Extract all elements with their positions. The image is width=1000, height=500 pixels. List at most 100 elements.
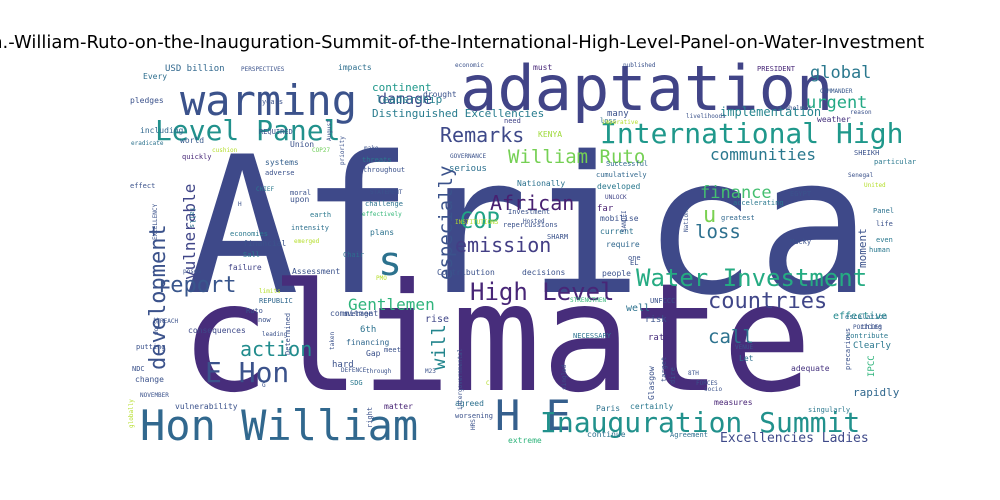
word-venue-149: VENUE [735,344,753,351]
word-statement-138: STATEMENT [370,189,403,196]
word-must-45: must [533,63,552,72]
word-ndc-162: NDC [132,365,145,373]
word-socio-189: socio [704,386,722,393]
word-earth-96: earth [310,211,331,219]
word-action-17: action [240,337,312,361]
word-rise-81: rise [425,314,449,325]
word-decisions-86: decisions [522,268,566,277]
word-development-15: development [146,224,171,370]
word-adaptation-2: adaptation [460,52,833,125]
word-hard-78: hard [332,360,354,370]
word-effect-100: effect [130,182,155,190]
word-economies-92: economies [230,230,268,238]
word-upon-97: upon [290,195,309,204]
word-emission-18: emission [455,233,551,257]
word-eradicate-133: eradicate [131,140,164,147]
word-adequate-66: adequate [791,364,830,373]
word-macky-125: Macky [790,238,811,246]
word-remarks-20: Remarks [440,123,524,147]
word-unlock-106: UNLOCK [605,194,627,201]
word-people-87: people [602,269,631,278]
word-moment-39: moment [856,228,869,268]
word-sall-90: Sall [243,251,260,259]
word-will-24: will [428,324,450,370]
word-president-107: PRESIDENT [757,65,796,73]
word-8th-150: 8TH [688,370,699,377]
word-contribution-85: Contribution [437,268,495,277]
word-forces-151: FORCES [696,380,718,387]
word-e-hon-7: E Hon [205,356,289,389]
word-policies-117: POLICIES [853,324,882,331]
figure-title-text: H.E.-Hon.-William-Ruto-on-the-Inaugurati… [0,32,925,53]
word-emerged-167: emerged [294,238,320,245]
word-livelihoods-129: livelihoods [686,113,726,120]
word-require-61: require [606,240,640,249]
word-assessment-88: Assessment [292,267,340,276]
word-well-62: well [626,303,650,314]
word-african-19: African [490,191,574,215]
word-current-60: current [600,227,634,236]
word-throughout-175: throughout [363,166,405,174]
word-usd-billion-43: USD billion [165,64,225,74]
word-glasgow-119: Glasgow [647,366,656,400]
word-damage-32: damage [378,90,432,108]
word-sdg-77: SDG [350,379,363,387]
word-including-49: including [140,126,184,135]
word-plans-94: plans [370,228,394,237]
figure-title: H.E.-Hon.-William-Ruto-on-the-Inaugurati… [0,32,1000,60]
word-clearly-41: Clearly [853,341,892,351]
word-greatest-122: greatest [721,214,755,222]
word-investment-141: Investment [508,208,550,216]
word-agreed-72: agreed [455,399,484,408]
word-leading-159: leading [262,331,288,338]
word-agreement-69: Agreement [670,431,708,439]
word-implementation-35: implementation [720,105,821,119]
word-drought-55: drought [423,90,457,99]
word-panel-109: Panel [873,207,894,215]
word-level-panel-8: Level Panel [155,114,340,147]
word-many-51: many [607,109,629,119]
word-november-163: NOVEMBER [140,392,169,399]
word-years-182: years [262,98,283,106]
word-limits-165: limits [259,288,281,295]
word-even-111: even [876,236,893,244]
word-hosted-180: Hosted [523,218,545,225]
word-taken-176: taken [329,332,336,350]
word-commander-108: COMMANDER [820,88,853,95]
word-gentlemen-30: Gentlemen [348,295,435,314]
word-union-102: Union [290,140,314,149]
word-water-investment-12: Water Investment [636,264,867,292]
word-climate-1: climate [180,252,812,426]
word-6th-80: 6th [360,325,376,335]
word-finance-28: finance [700,183,772,203]
word-need-56: need [504,117,521,125]
word-reach-160: REACH [160,318,178,325]
word-through-174: through [366,368,392,375]
word-putting-161: putting [136,343,166,351]
word-high-level-11: High Level [470,278,615,306]
word-excellencies-ladies-33: Excellencies Ladies [720,431,869,446]
word-make-181: make [364,145,379,152]
word-urgent-27: urgent [806,93,867,113]
word-intergovernmental-191: intergovernmental [457,348,464,410]
word-governance-168: GOVERNANCE [450,153,487,160]
word-africa-0: Africa [185,116,871,337]
word-institutions-143: INSTITUTIONS [455,219,499,226]
word-u-34: u [703,203,716,228]
word-s-6: s [378,239,402,285]
word-pmo-200: PMO [376,275,387,282]
word-world-50: world [180,136,204,145]
word-excellency-195: EXCELLENCY [152,203,159,240]
word-h-e-5: H E [495,391,571,440]
word-weather-46: weather [817,115,851,124]
word-defence-152: DEFENCE [341,367,367,374]
word-serious-53: serious [449,164,487,174]
word-call-23: call [708,326,754,348]
word-report-13: report [157,273,236,298]
word-human-112: human [869,246,890,254]
word-leadership-37: leadership [376,93,442,106]
word-vulnerable-31: vulnerable [180,184,199,280]
word-meet-156: meet [384,346,401,354]
word-successful-105: Successful [606,160,648,168]
word-moral-154: moral [290,189,311,197]
